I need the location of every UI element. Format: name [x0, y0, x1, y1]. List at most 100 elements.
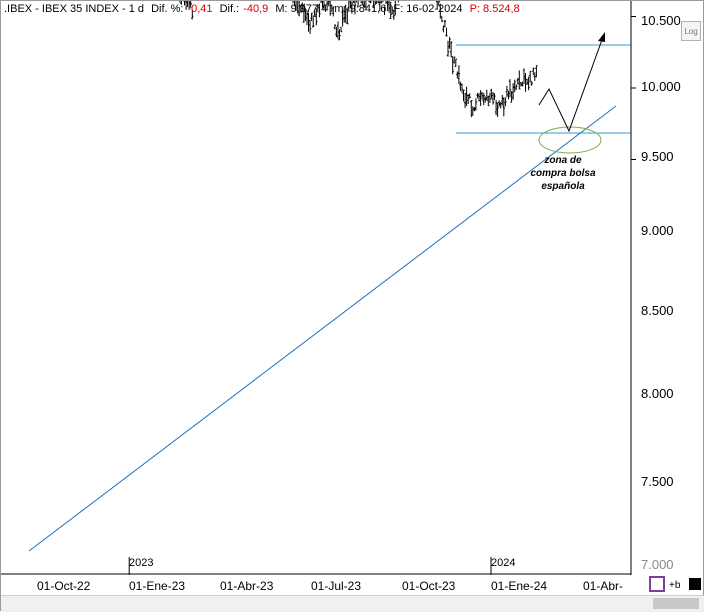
price-bar — [494, 100, 498, 116]
log-scale-button[interactable]: Log — [681, 21, 701, 41]
horizontal-scrollbar[interactable] — [1, 595, 704, 612]
price-bar — [527, 76, 530, 91]
price-bar — [470, 100, 473, 118]
price-bar — [499, 102, 502, 109]
price-bar — [191, 10, 194, 20]
price-bar — [335, 27, 338, 38]
price-bar — [372, 1, 375, 8]
price-bar — [387, 1, 391, 13]
price-bar — [490, 88, 493, 99]
price-bar — [476, 93, 479, 99]
price-bar — [338, 29, 341, 41]
price-bar — [302, 3, 306, 23]
price-bar — [477, 92, 481, 102]
price-bar — [394, 1, 397, 16]
price-bar — [502, 97, 505, 117]
price-bar — [529, 70, 532, 83]
price-bar — [354, 1, 357, 15]
y-tick-label: 7.500 — [641, 474, 674, 489]
price-bar — [308, 20, 312, 34]
price-bar — [443, 20, 447, 28]
price-bar — [322, 1, 326, 10]
chart-toolbar: +b — [629, 575, 704, 593]
price-bar — [445, 27, 448, 37]
price-bar — [185, 1, 187, 10]
price-bar — [515, 84, 518, 90]
price-bar — [391, 6, 394, 15]
price-bar — [535, 65, 538, 78]
link-icon[interactable]: +b — [667, 576, 683, 592]
price-bar — [183, 1, 186, 6]
price-bar — [341, 10, 344, 27]
price-bar — [189, 1, 192, 8]
price-bar — [459, 81, 462, 91]
price-bar — [491, 92, 495, 105]
price-bar — [346, 8, 349, 25]
price-bar — [389, 1, 392, 19]
min-value: m: 9.841,6 — [334, 3, 387, 15]
price-value: P: 8.524,8 — [469, 3, 520, 15]
price-bar — [313, 11, 316, 17]
projected-path-arrow — [538, 32, 605, 133]
price-bar — [508, 79, 512, 98]
price-bar — [315, 8, 318, 26]
price-bar — [471, 106, 474, 116]
price-bar — [510, 91, 513, 103]
price-bar — [487, 95, 490, 107]
price-bar — [533, 72, 536, 81]
price-bar — [350, 2, 354, 14]
price-bar — [294, 1, 297, 11]
price-bar — [392, 10, 395, 20]
price-bar — [496, 102, 499, 117]
price-bar — [518, 70, 521, 90]
price-bar — [440, 16, 443, 22]
price-bar — [180, 1, 182, 5]
price-bar — [378, 1, 381, 12]
x-tick-label: 01-Ene-23 — [129, 579, 186, 593]
buy-zone-ellipse — [538, 126, 602, 154]
x-tick-label: 01-Jul-23 — [311, 579, 362, 593]
price-bar — [312, 15, 315, 28]
price-bar — [465, 86, 468, 106]
price-bar — [498, 100, 501, 107]
price-bar — [383, 6, 386, 15]
date-value: F: 16-02-2024 — [393, 3, 463, 15]
price-bar — [365, 1, 367, 9]
price-bar — [485, 89, 488, 101]
price-bar — [339, 26, 343, 33]
save-icon[interactable] — [649, 576, 665, 592]
arrow-head — [598, 32, 605, 42]
annotation-line: española — [541, 181, 585, 192]
support-resistance-levels — [28, 44, 631, 552]
plot-area[interactable] — [1, 1, 704, 595]
price-bar — [463, 93, 467, 109]
dif-pct-value: -0,41 — [187, 3, 213, 15]
symbol-label: .IBEX - IBEX 35 INDEX - 1 d — [4, 3, 144, 15]
price-bar — [488, 92, 492, 103]
x-tick-label: 01-Oct-22 — [37, 579, 91, 593]
color-square-icon[interactable] — [687, 576, 703, 592]
projected-path-line — [538, 36, 604, 133]
grid-lines — [128, 16, 636, 575]
price-bar — [310, 12, 313, 21]
dif-pct-label: Dif. %: — [151, 3, 184, 15]
price-bar — [480, 92, 484, 100]
price-bar — [347, 1, 350, 12]
price-bar — [439, 3, 442, 19]
annotation-line: compra bolsa — [530, 168, 596, 179]
price-bar — [344, 4, 347, 23]
price-bar — [521, 81, 524, 87]
svg-text:+b: +b — [669, 580, 681, 591]
annotation-line: zona de — [544, 155, 582, 166]
y-tick-label: 9.500 — [641, 149, 674, 164]
scrollbar-thumb[interactable] — [653, 598, 699, 609]
price-bar — [375, 1, 378, 4]
price-bar — [484, 96, 487, 103]
year-label: 2024 — [491, 557, 516, 569]
price-bar — [482, 92, 485, 106]
y-tick-label: 8.000 — [641, 386, 674, 401]
x-tick-label: 01-Ene-24 — [491, 579, 548, 593]
price-bar — [530, 80, 533, 86]
price-bar — [524, 73, 527, 92]
price-bar — [460, 83, 464, 93]
